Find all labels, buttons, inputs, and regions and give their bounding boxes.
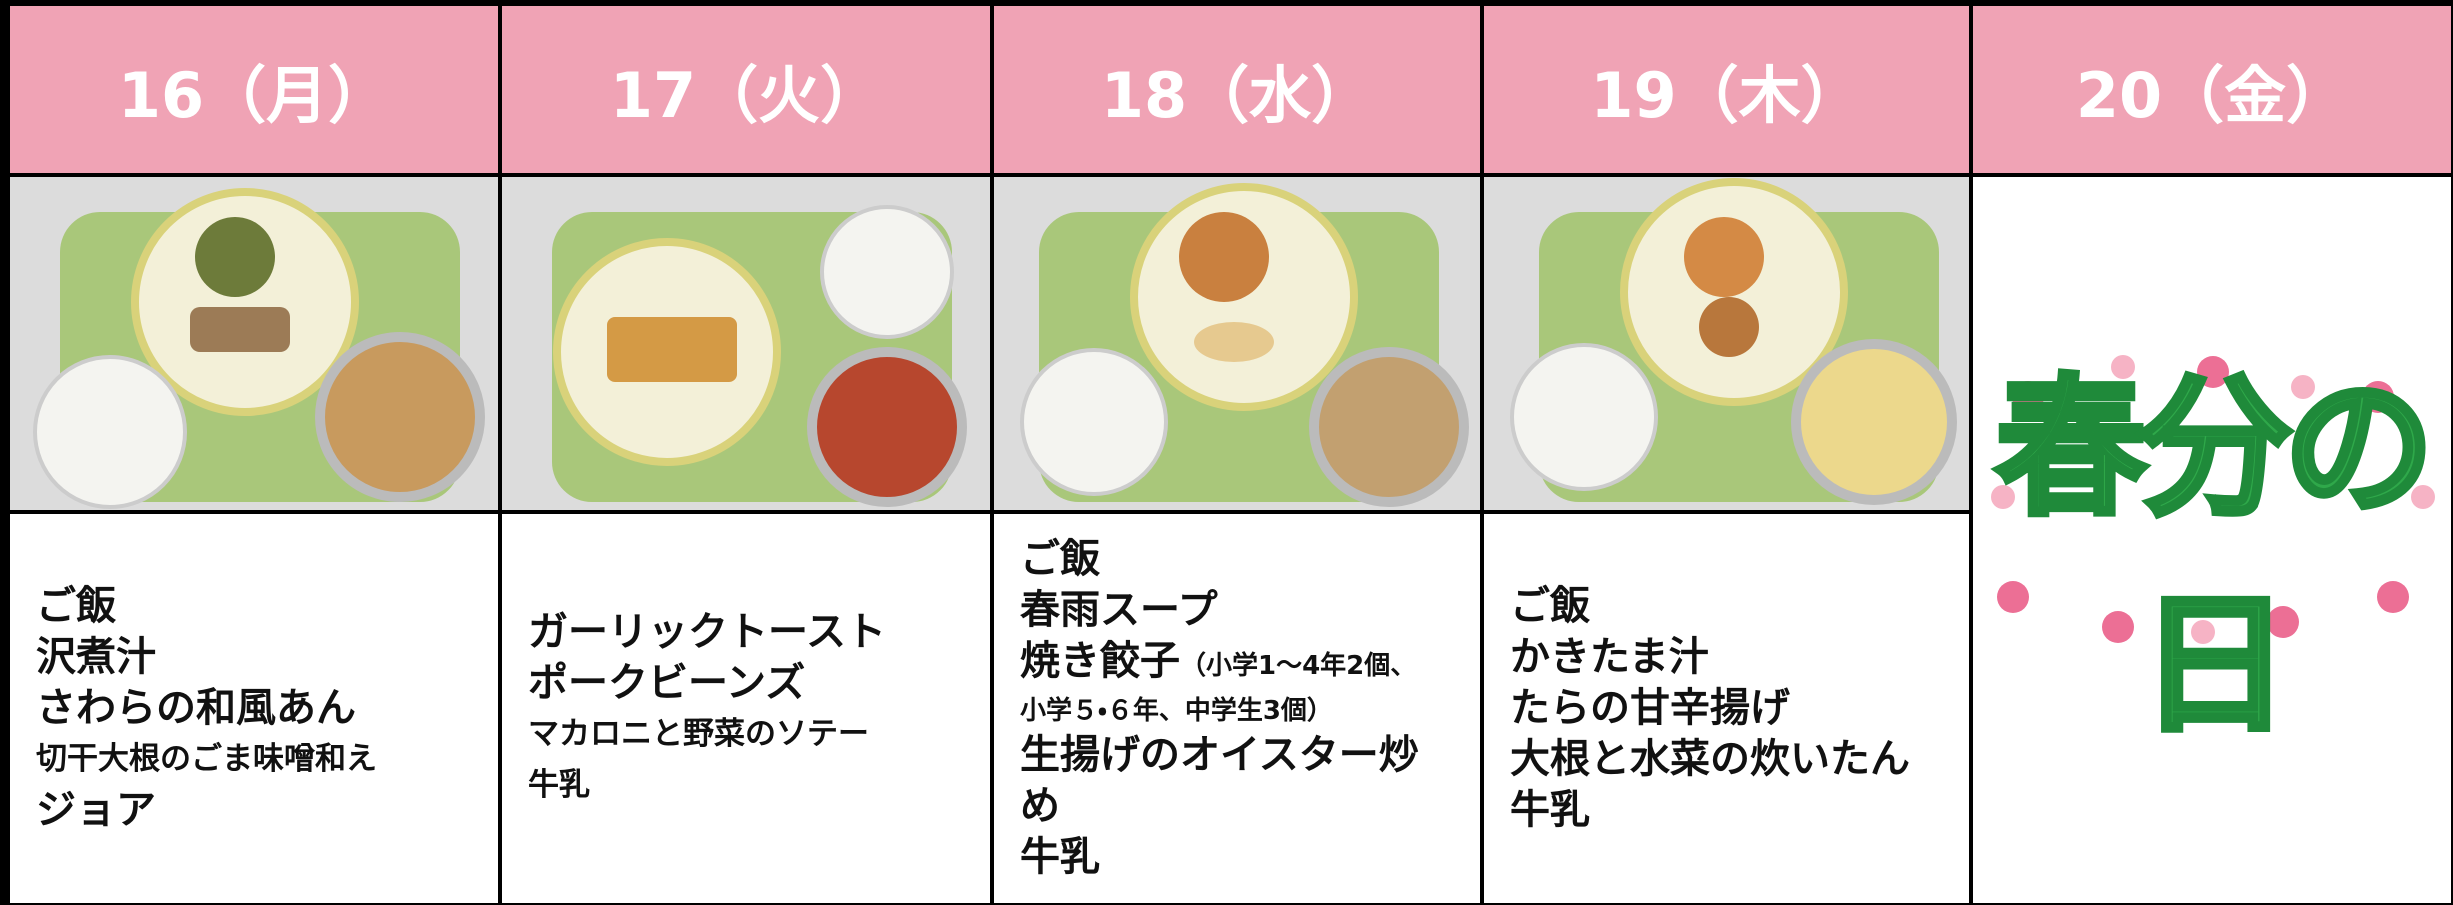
menu-item: 春雨スープ [1020, 587, 1218, 633]
menu-item-row: 焼き餃子（小学1～4年2個、 [1020, 636, 1454, 692]
menu-note: （小学1～4年2個、 [1180, 651, 1417, 681]
day-header: 19（木） [1484, 6, 1969, 173]
menu-list: ガーリックトースト ポークビーンズ マカロニと野菜のソテー 牛乳 [502, 514, 990, 903]
menu-item: 生揚げのオイスター炒め [1020, 732, 1419, 829]
menu-list: ご飯 春雨スープ 焼き餃子（小学1～4年2個、 小学５・６年、中学生3個） 生揚… [994, 514, 1480, 903]
flower-decoration [1991, 355, 2435, 644]
meal-photo [1484, 177, 1969, 510]
menu-note: 小学５・６年、中学生3個） [1020, 696, 1333, 726]
menu-item: さわらの和風あん [36, 685, 356, 731]
day-header: 20（金） [1973, 6, 2451, 173]
menu-item: 牛乳 [528, 766, 590, 803]
menu-item: 沢煮汁 [36, 634, 156, 680]
holiday-panel: 春分の日 [1973, 177, 2451, 903]
menu-list: ご飯 かきたま汁 たらの甘辛揚げ 大根と水菜の炊いたん 牛乳 [1484, 514, 1969, 903]
holiday-name: 春分の日 [1993, 359, 2437, 756]
menu-item: 牛乳 [1510, 787, 1590, 833]
menu-item: ガーリックトースト [528, 608, 886, 655]
menu-item: ジョア [36, 787, 156, 833]
day-header: 16（月） [10, 6, 498, 173]
menu-list: ご飯 沢煮汁 さわらの和風あん 切干大根のごま味噌和え ジョア [10, 514, 498, 903]
meal-illustration [552, 205, 967, 507]
menu-item: ご飯 [1510, 583, 1590, 629]
day-header: 17（火） [502, 6, 990, 173]
meal-photo [10, 177, 498, 510]
day-header: 18（水） [994, 6, 1480, 173]
meal-photo [994, 177, 1480, 510]
menu-item: たらの甘辛揚げ [1510, 685, 1790, 731]
meal-photo [502, 177, 990, 510]
menu-item: ご飯 [36, 583, 116, 629]
menu-item: 牛乳 [1020, 834, 1100, 880]
menu-item: かきたま汁 [1510, 634, 1709, 680]
menu-item: 焼き餃子 [1020, 638, 1180, 684]
menu-item: マカロニと野菜のソテー [528, 715, 869, 752]
menu-item: 切干大根のごま味噌和え [36, 741, 377, 777]
meal-illustration [1510, 178, 1957, 505]
menu-item: ポークビーンズ [528, 659, 806, 706]
meal-illustration [33, 188, 485, 509]
menu-item: ご飯 [1020, 536, 1100, 582]
menu-item: 大根と水菜の炊いたん [1510, 736, 1910, 782]
meal-illustration [1020, 183, 1469, 507]
